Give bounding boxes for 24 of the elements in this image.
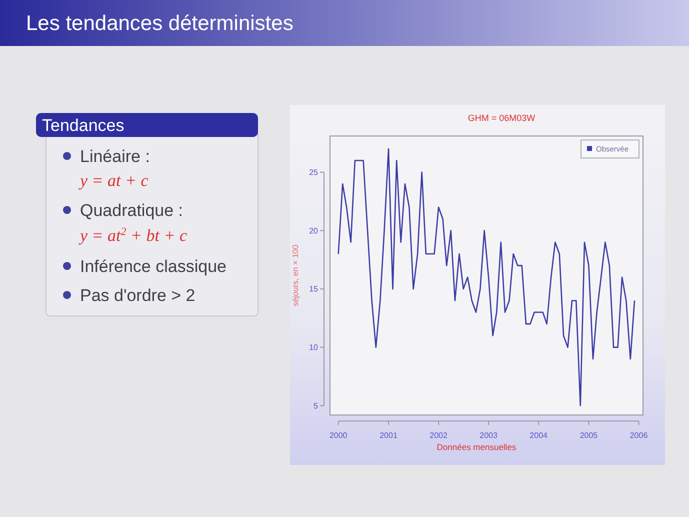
text: Quadratique : — [80, 201, 184, 220]
y-axis-title: séjours, en × 100 — [291, 244, 300, 306]
x-tick-label: 2000 — [329, 430, 348, 440]
y-tick-label: 20 — [309, 226, 319, 236]
x-tick-label: 2006 — [630, 430, 648, 440]
line-series — [338, 148, 636, 406]
y-tick-label: 15 — [309, 284, 319, 294]
text: Inférence classique — [80, 257, 226, 276]
text: Pas d'ordre > 2 — [80, 286, 196, 305]
chart-subtitle: GHM = 06M03W — [468, 113, 536, 123]
text: y = at + c — [78, 171, 149, 190]
x-tick-label: 2001 — [380, 430, 398, 440]
y-tick-label: 10 — [309, 343, 319, 352]
y-tick-label: 25 — [309, 168, 319, 177]
x-tick-label: 2002 — [430, 430, 448, 440]
text: Linéaire : — [80, 147, 150, 166]
text: Tendances — [42, 116, 124, 135]
text: Les tendances déterministes — [26, 12, 294, 35]
x-tick-label: 2003 — [480, 430, 498, 440]
x-tick-label: 2004 — [530, 430, 548, 440]
y-tick-label: 5 — [314, 401, 319, 410]
x-tick-label: 2005 — [580, 430, 598, 440]
text: y = at$^{2}$ + bt + c — [78, 226, 188, 245]
x-axis-title: Données mensuelles — [436, 442, 516, 452]
